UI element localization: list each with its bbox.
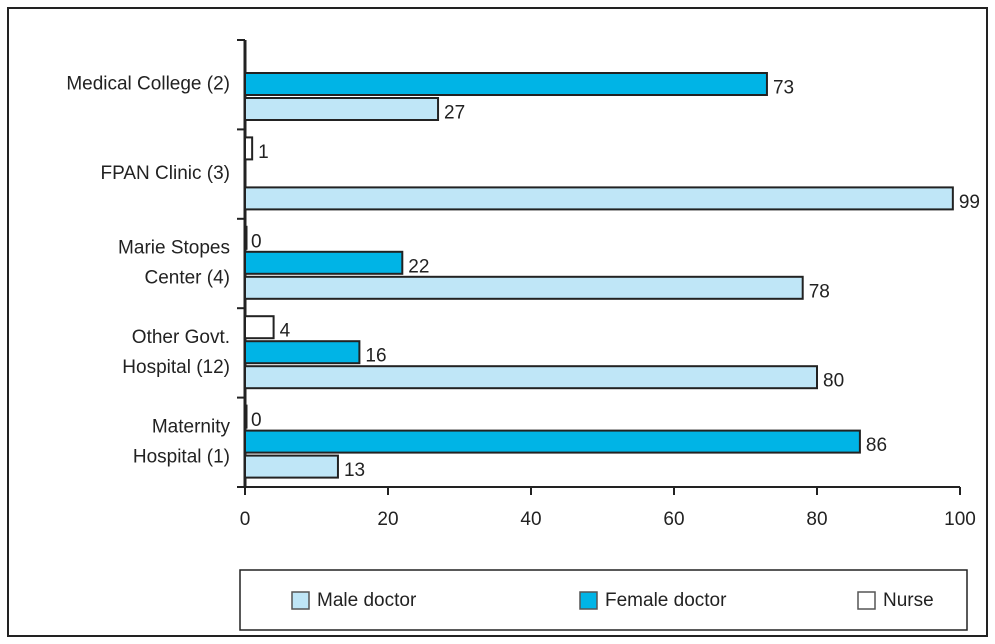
x-tick-label: 80 xyxy=(806,509,827,530)
value-label: 73 xyxy=(773,78,794,99)
value-label: 99 xyxy=(959,192,980,213)
legend-swatch xyxy=(857,591,876,610)
legend-label: Female doctor xyxy=(605,590,727,611)
value-label: 13 xyxy=(344,460,365,481)
value-label: 16 xyxy=(365,346,386,367)
value-label: 80 xyxy=(823,371,844,392)
x-tick-label: 100 xyxy=(944,509,976,530)
bar xyxy=(244,365,818,390)
value-label: 1 xyxy=(258,142,269,163)
y-tick-label: FPAN Clinic (3) xyxy=(101,163,231,184)
bar xyxy=(244,225,248,250)
y-tick-label: Medical College (2) xyxy=(66,74,230,95)
bar xyxy=(244,72,768,96)
value-label: 27 xyxy=(444,103,465,124)
bar xyxy=(244,340,361,365)
bar xyxy=(244,429,861,454)
y-tick-label: Marie Stopes xyxy=(118,238,230,259)
value-label: 22 xyxy=(408,256,429,277)
bar xyxy=(244,250,404,275)
legend-swatch xyxy=(579,591,598,610)
value-label: 0 xyxy=(251,231,262,252)
chart-frame xyxy=(7,7,988,637)
bar xyxy=(244,315,275,340)
x-tick-label: 60 xyxy=(663,509,684,530)
legend-box xyxy=(239,569,968,631)
y-tick-label: Maternity xyxy=(152,416,231,437)
bar xyxy=(244,404,248,429)
bar xyxy=(244,186,954,211)
y-tick-label: Hospital (12) xyxy=(122,357,230,378)
y-tick-label: Hospital (1) xyxy=(133,446,230,467)
bar xyxy=(244,454,339,479)
value-label: 0 xyxy=(251,410,262,431)
y-tick-label: Other Govt. xyxy=(132,327,230,348)
legend-swatch xyxy=(291,591,310,610)
x-tick-label: 20 xyxy=(377,509,398,530)
legend-label: Nurse xyxy=(883,590,934,611)
bar xyxy=(244,136,254,161)
value-label: 78 xyxy=(809,281,830,302)
value-label: 4 xyxy=(280,321,291,342)
x-tick-label: 0 xyxy=(240,509,251,530)
bar xyxy=(244,97,440,121)
y-tick-label: Center (4) xyxy=(144,268,230,289)
value-label: 86 xyxy=(866,435,887,456)
legend-label: Male doctor xyxy=(317,590,417,611)
bar xyxy=(244,275,804,300)
x-tick-label: 40 xyxy=(520,509,541,530)
